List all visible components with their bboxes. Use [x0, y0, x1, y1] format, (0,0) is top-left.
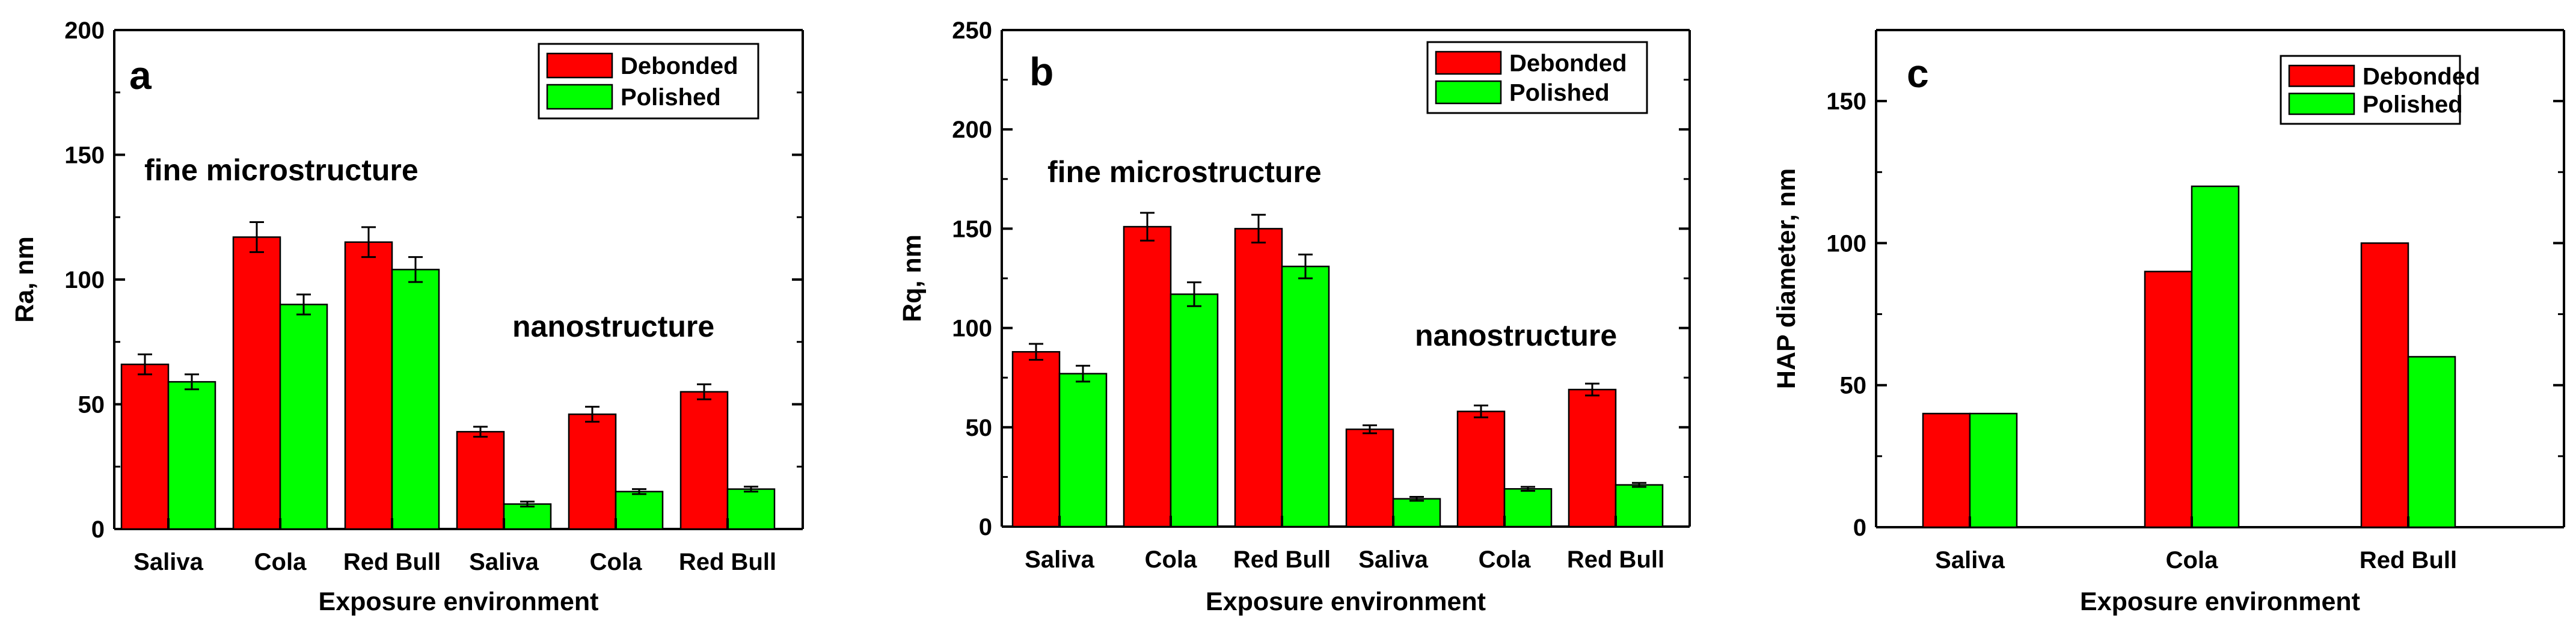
annotation-text: fine microstructure — [144, 153, 419, 187]
bar-debonded-cola — [1123, 225, 1172, 528]
legend-label-debonded: Debonded — [621, 53, 738, 79]
bar-debonded-saliva — [120, 363, 170, 530]
chart-panel-b: 0 50 100 150 200 250 Saliva Cola Red Bull Saliva C… — [898, 17, 1691, 616]
y-tick-label: 0 — [979, 514, 992, 540]
legend-swatch-polished — [2288, 93, 2355, 115]
bar-debonded-cola — [2144, 271, 2193, 528]
legend-label-debonded: Debonded — [2363, 63, 2480, 90]
y-axis-title: Ra, nm — [10, 236, 39, 322]
bar-debonded-cola — [568, 413, 617, 530]
bar-polished-saliva — [1392, 498, 1441, 528]
x-axis-title: Exposure environment — [1206, 587, 1486, 616]
x-tick-label: Saliva — [133, 549, 203, 575]
y-tick-label: 50 — [966, 415, 993, 441]
legend-swatch-debonded — [546, 52, 613, 79]
x-tick-label: Saliva — [469, 549, 539, 575]
bar-polished-cola — [615, 491, 664, 530]
chart-panel-a: 0 50 100 150 200 Saliva Cola Red Bull Saliva Cola… — [10, 17, 804, 616]
bar-polished-red-bull — [2407, 356, 2456, 528]
bar-polished-red-bull — [726, 488, 776, 530]
y-tick-label: 0 — [1853, 515, 1866, 541]
x-tick-label: Cola — [2166, 547, 2218, 573]
annotation-text: fine microstructure — [1047, 155, 1322, 189]
x-tick-label: Cola — [254, 549, 307, 575]
x-tick-label: Saliva — [1025, 546, 1094, 573]
bar-polished-cola — [2191, 185, 2240, 528]
x-tick-label: Red Bull — [2360, 547, 2457, 573]
bar-debonded-red-bull — [679, 391, 729, 530]
bar-debonded-saliva — [1011, 350, 1061, 528]
bar-debonded-red-bull — [2360, 242, 2409, 528]
y-tick-label: 200 — [64, 17, 105, 44]
x-tick-label: Cola — [590, 549, 642, 575]
y-tick-label: 50 — [78, 392, 105, 418]
bar-polished-red-bull — [391, 269, 440, 530]
bar-debonded-red-bull — [1234, 228, 1283, 528]
x-tick-label: Saliva — [1935, 547, 2005, 573]
bar-polished-cola — [279, 304, 328, 530]
bar-debonded-saliva — [456, 430, 505, 530]
y-tick-label: 100 — [64, 267, 105, 293]
panel-label: b — [1029, 49, 1053, 94]
bar-polished-saliva — [1969, 412, 2018, 528]
x-tick-label: Saliva — [1358, 546, 1428, 573]
bar-polished-cola — [1170, 293, 1219, 528]
legend-swatch-debonded — [2288, 64, 2355, 87]
legend-swatch-polished — [546, 84, 613, 110]
legend-label-polished: Polished — [621, 84, 721, 111]
bar-debonded-saliva — [1922, 412, 1971, 528]
panel-label: a — [129, 53, 152, 97]
x-tick-label: Cola — [1479, 546, 1531, 573]
annotation-text: nanostructure — [512, 310, 714, 343]
legend-label-polished: Polished — [1509, 80, 1610, 106]
y-tick-label: 150 — [1826, 88, 1866, 115]
y-axis-title: Rq, nm — [898, 234, 927, 322]
legend-swatch-polished — [1435, 80, 1502, 105]
bar-debonded-saliva — [1345, 428, 1394, 528]
y-tick-label: 100 — [952, 316, 992, 342]
y-tick-label: 100 — [1826, 230, 1866, 257]
panel-label: c — [1907, 51, 1929, 96]
y-axis-title: HAP diameter, nm — [1772, 168, 1801, 389]
bar-polished-cola — [1503, 488, 1553, 528]
x-tick-label: Red Bull — [1567, 546, 1664, 573]
x-tick-label: Red Bull — [679, 549, 776, 575]
bar-polished-saliva — [167, 381, 216, 530]
x-axis-title: Exposure environment — [319, 587, 599, 616]
bar-polished-saliva — [1058, 373, 1108, 528]
legend-swatch-debonded — [1435, 50, 1502, 75]
y-tick-label: 50 — [1840, 373, 1867, 399]
x-tick-label: Cola — [1145, 546, 1197, 573]
x-axis-title: Exposure environment — [2080, 587, 2360, 616]
x-tick-label: Red Bull — [1233, 546, 1331, 573]
y-tick-label: 0 — [91, 516, 105, 543]
y-tick-label: 150 — [64, 142, 105, 169]
bar-polished-red-bull — [1281, 265, 1330, 528]
bar-debonded-red-bull — [1568, 388, 1617, 528]
y-tick-label: 250 — [952, 17, 992, 44]
y-tick-label: 150 — [952, 216, 992, 242]
annotation-text: nanostructure — [1415, 319, 1617, 352]
bar-debonded-red-bull — [344, 241, 393, 530]
bar-polished-red-bull — [1615, 484, 1664, 528]
bar-debonded-cola — [232, 236, 281, 530]
legend-label-debonded: Debonded — [1509, 50, 1627, 77]
bar-debonded-cola — [1456, 411, 1506, 528]
bar-polished-saliva — [503, 503, 552, 530]
x-tick-label: Red Bull — [343, 549, 441, 575]
y-tick-label: 200 — [952, 117, 992, 143]
legend-label-polished: Polished — [2363, 91, 2463, 118]
